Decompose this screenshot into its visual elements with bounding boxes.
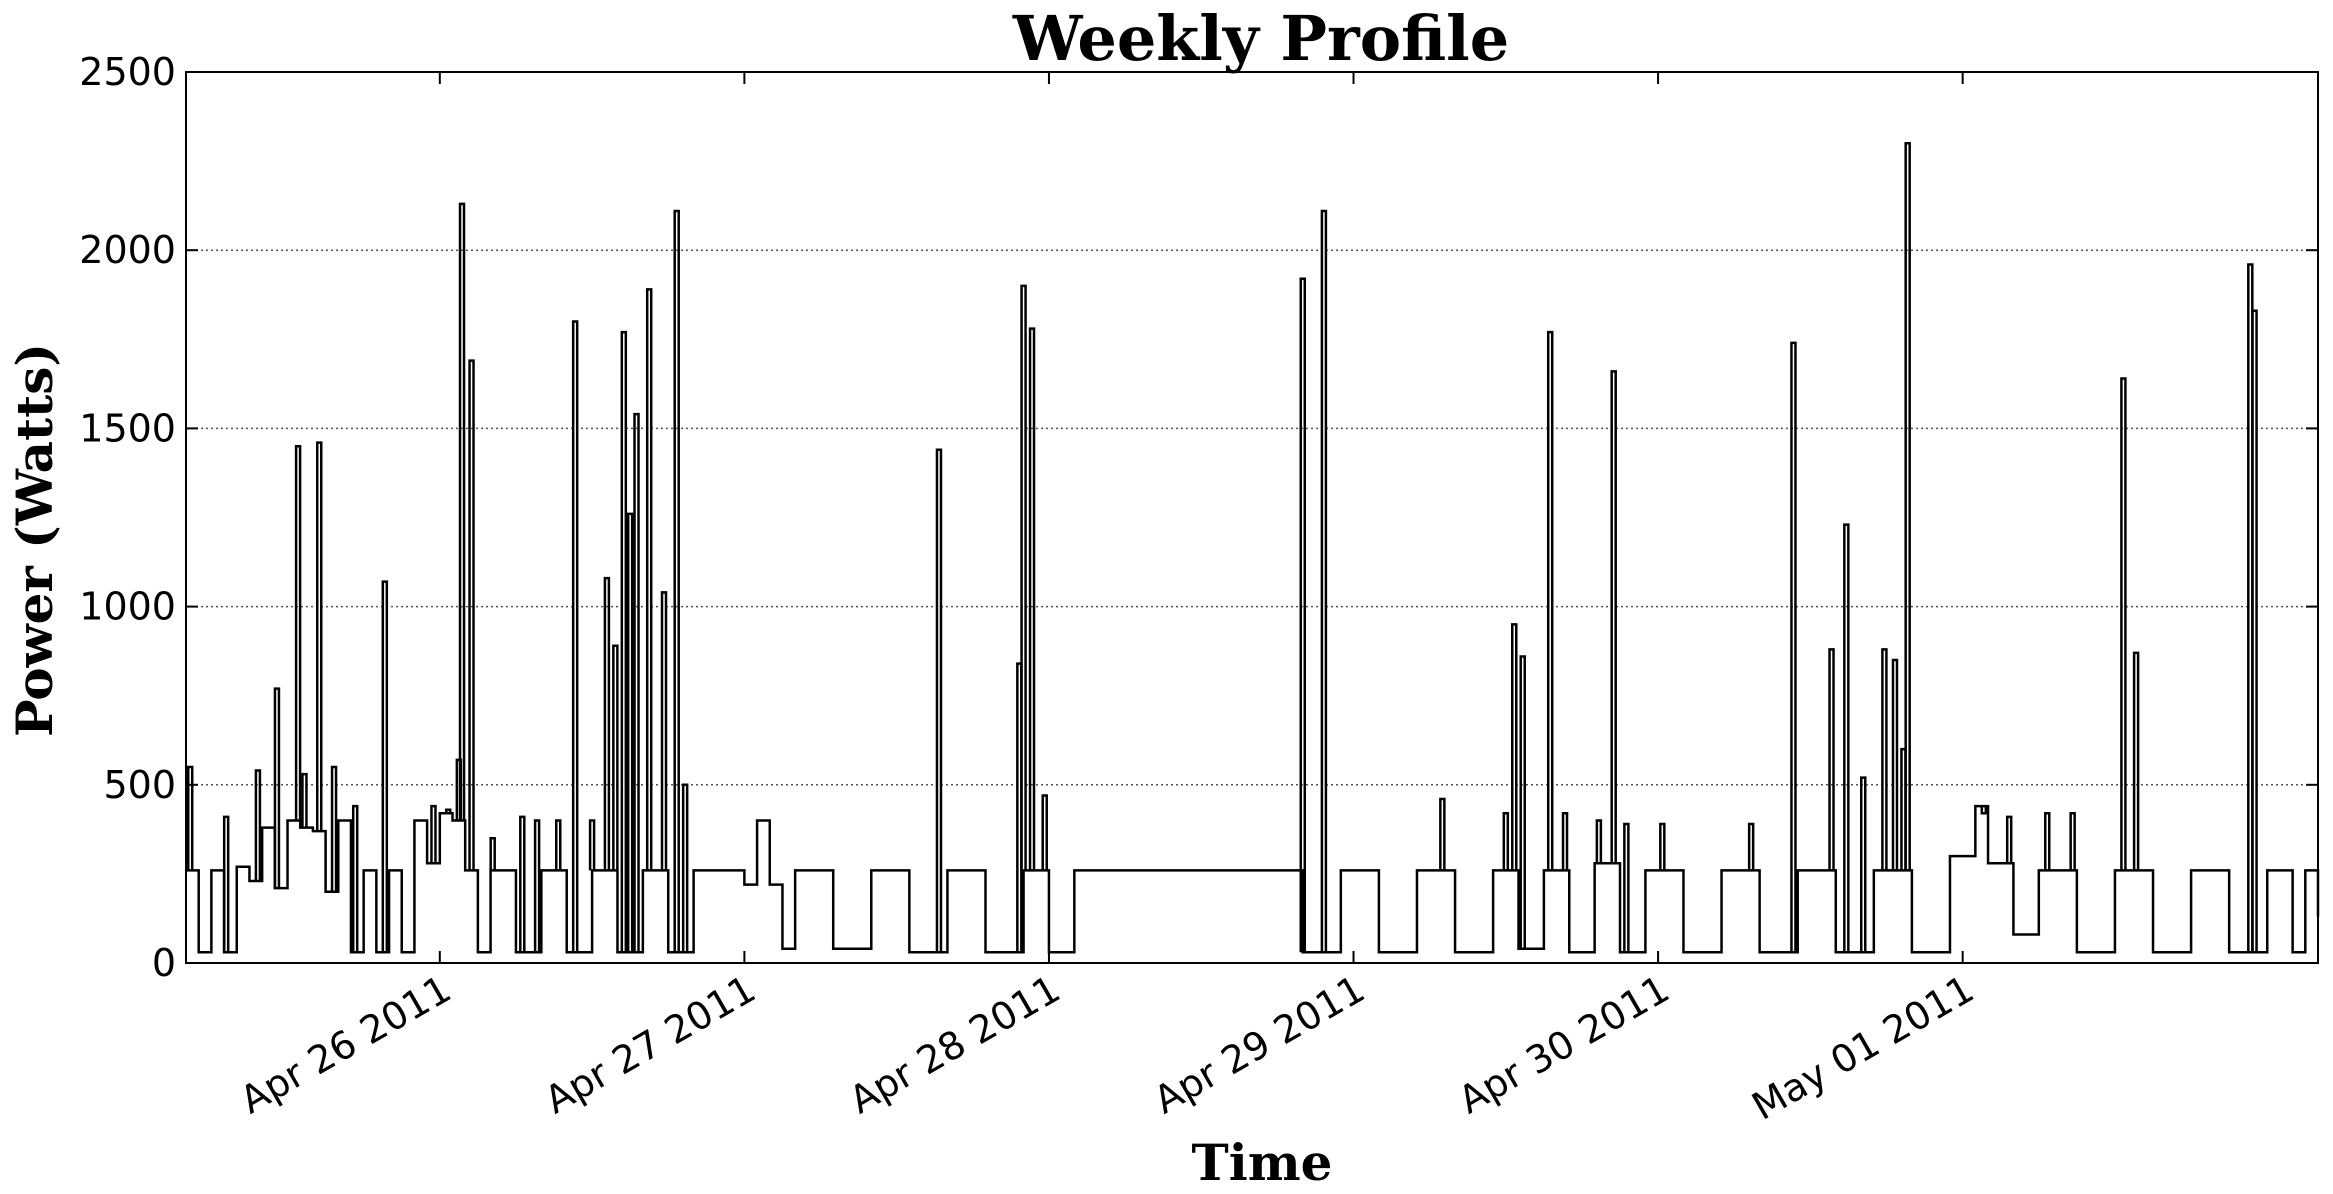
- spike-3: [273, 687, 281, 889]
- spike-50: [1843, 523, 1850, 953]
- x-tick-label: Apr 27 2011: [537, 967, 762, 1123]
- spike-0: [186, 765, 194, 871]
- power-line: [186, 804, 2320, 954]
- spike-49: [1828, 648, 1835, 871]
- spike-16: [519, 815, 526, 953]
- spike-4: [294, 444, 302, 821]
- spike-14: [468, 359, 475, 871]
- spike-6: [316, 441, 323, 832]
- spike-42: [1561, 812, 1569, 871]
- spike-27: [660, 591, 668, 871]
- spike-18: [555, 819, 562, 871]
- spike-35: [1299, 277, 1307, 953]
- spike-57: [2005, 815, 2013, 864]
- spike-63: [2251, 309, 2258, 953]
- spike-2: [254, 769, 262, 882]
- power-series: [186, 804, 2320, 954]
- spike-59: [2069, 812, 2076, 871]
- spike-47: [1747, 822, 1755, 871]
- axis-ticks: [186, 71, 2318, 964]
- y-tick-labels: 0 500 1000 1500 2000 2500: [79, 50, 176, 985]
- spike-37: [1439, 797, 1446, 871]
- spike-23: [620, 330, 628, 953]
- x-tick-label: May 01 2011: [1745, 967, 1982, 1129]
- spike-21: [603, 576, 611, 871]
- spike-39: [1511, 623, 1518, 871]
- spike-11: [445, 808, 452, 814]
- chart-title: Weekly Profile: [1012, 2, 1509, 75]
- spike-20: [588, 819, 596, 871]
- spike-38: [1502, 812, 1510, 871]
- spike-51: [1860, 776, 1867, 953]
- spike-36: [1320, 209, 1328, 953]
- spike-46: [1659, 822, 1666, 871]
- spike-1: [222, 815, 230, 953]
- y-tick-label: 500: [103, 763, 176, 807]
- y-axis-label: Power (Watts): [5, 343, 64, 737]
- y-tick-label: 1500: [79, 406, 176, 450]
- spike-24: [626, 512, 634, 953]
- spike-60: [2120, 377, 2127, 871]
- y-tick-label: 1000: [79, 585, 176, 629]
- y-tick-label: 2500: [79, 50, 176, 94]
- spike-55: [1904, 142, 1911, 871]
- spike-26: [645, 288, 653, 871]
- x-axis-label: Time: [1192, 1133, 1333, 1192]
- spike-56: [1980, 806, 1988, 815]
- spike-10: [430, 804, 437, 864]
- y-tick-label: 0: [152, 941, 176, 985]
- y-gridlines: [186, 249, 2318, 786]
- spike-22: [612, 644, 619, 871]
- spike-33: [1028, 327, 1036, 871]
- spike-25: [633, 412, 640, 953]
- spike-8: [351, 804, 359, 953]
- y-tick-label: 2000: [79, 228, 176, 272]
- spike-40: [1519, 655, 1526, 949]
- x-tick-label: Apr 29 2011: [1147, 967, 1372, 1123]
- spike-7: [330, 765, 338, 892]
- x-tick-label: Apr 28 2011: [842, 967, 1067, 1123]
- spike-45: [1623, 822, 1630, 953]
- x-tick-label: Apr 30 2011: [1451, 967, 1676, 1123]
- spike-30: [935, 448, 943, 953]
- spike-52: [1881, 648, 1888, 871]
- spike-9: [381, 580, 389, 953]
- spike-34: [1041, 794, 1048, 871]
- spike-61: [2132, 651, 2140, 871]
- spike-28: [673, 209, 680, 953]
- spike-53: [1891, 658, 1899, 871]
- x-tick-label: Apr 26 2011: [233, 967, 458, 1123]
- spike-19: [571, 320, 579, 953]
- spike-29: [681, 783, 689, 953]
- spike-41: [1546, 330, 1554, 871]
- spike-5: [301, 772, 308, 828]
- spike-48: [1790, 341, 1797, 953]
- spike-43: [1595, 819, 1603, 864]
- spike-32: [1020, 284, 1027, 871]
- spike-58: [2044, 812, 2051, 871]
- power-spikes: [186, 142, 2258, 953]
- spike-13: [458, 202, 466, 821]
- plot-frame: [185, 71, 2319, 964]
- spike-17: [533, 819, 541, 953]
- x-tick-labels: Apr 26 2011 Apr 27 2011 Apr 28 2011 Apr 29 …: [233, 967, 1981, 1129]
- spike-15: [489, 837, 496, 871]
- spike-44: [1610, 370, 1617, 864]
